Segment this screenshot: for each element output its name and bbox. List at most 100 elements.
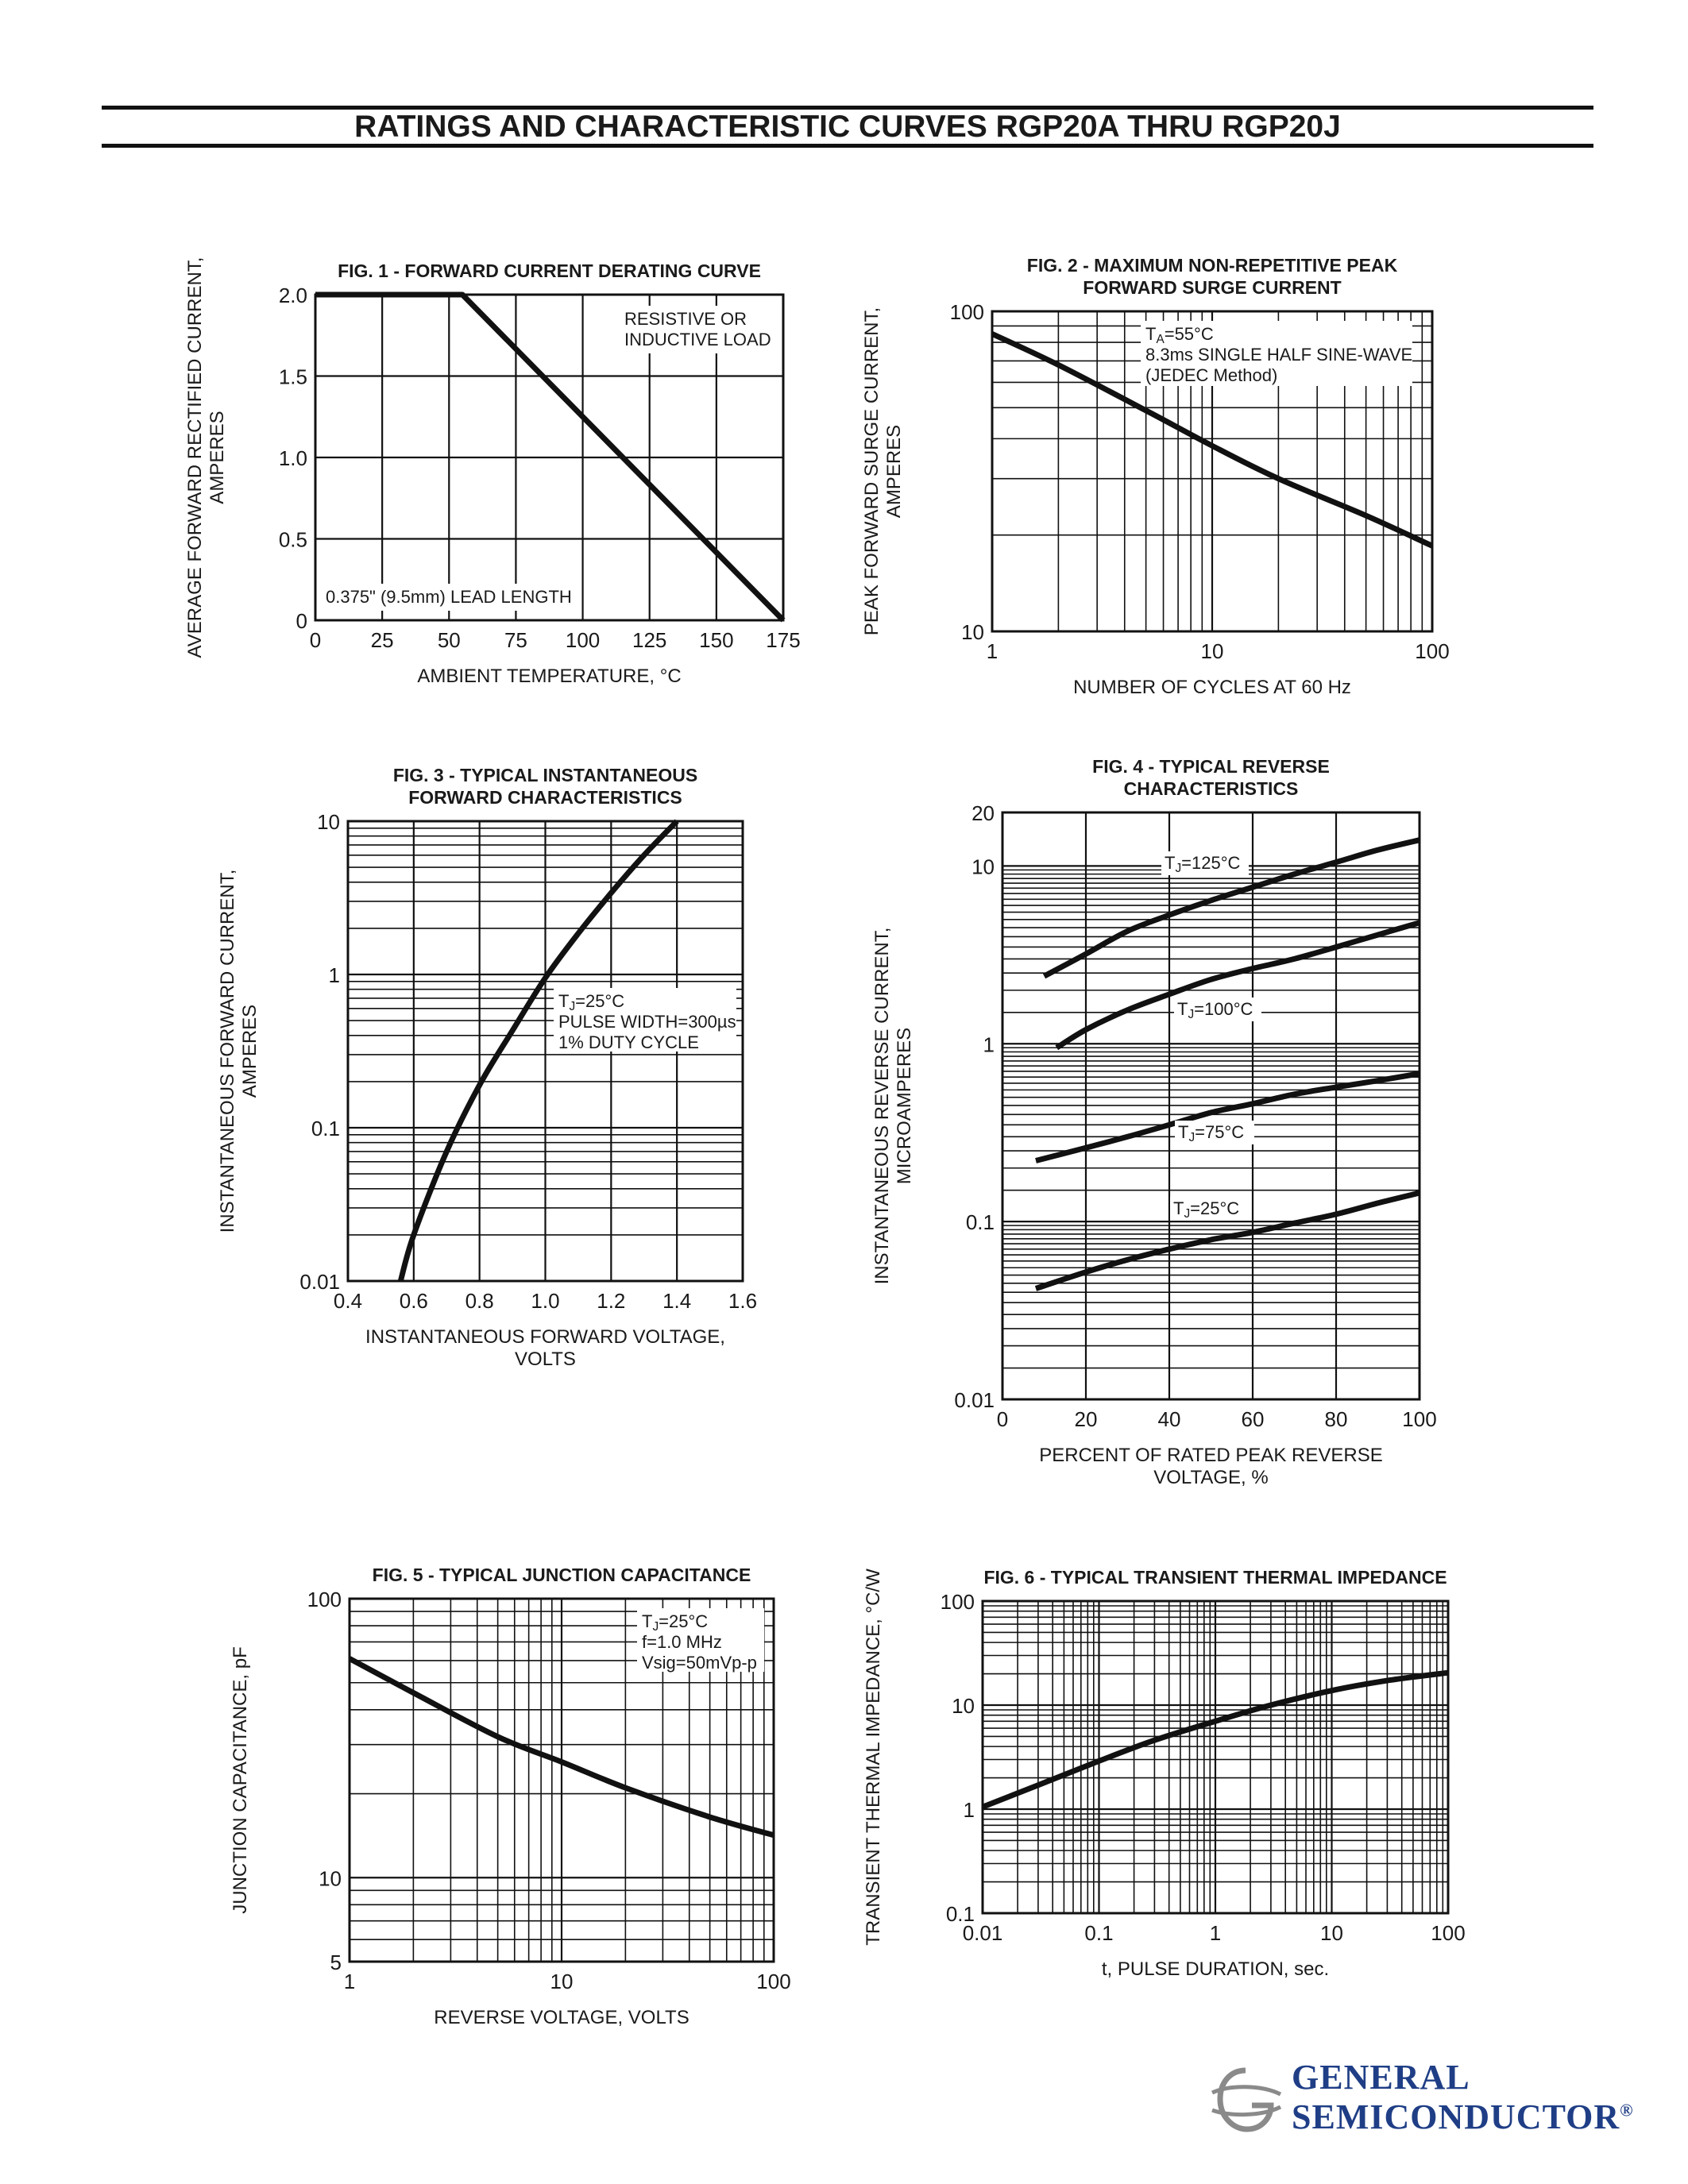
x-tick-label: 0.8 — [465, 1289, 494, 1313]
x-axis-label: REVERSE VOLTAGE, VOLTS — [434, 2007, 689, 2028]
y-tick-label: 1.0 — [279, 446, 307, 470]
x-tick-label: 1 — [344, 1970, 355, 1993]
y-tick-label: 0.01 — [954, 1388, 995, 1412]
chart-title: FIG. 4 - TYPICAL REVERSE — [1092, 756, 1330, 777]
logo-line-general: GENERAL — [1292, 2058, 1470, 2097]
x-tick-label: 50 — [438, 628, 461, 652]
page-title: RATINGS AND CHARACTERISTIC CURVES RGP20A… — [354, 110, 1341, 144]
x-tick-label: 0 — [310, 628, 321, 652]
y-tick-label: 0.5 — [279, 528, 307, 552]
x-tick-label: 10 — [1201, 639, 1224, 663]
plot-frame — [1001, 811, 1421, 1401]
x-tick-label: 80 — [1325, 1407, 1348, 1431]
series-line-fig1 — [315, 291, 786, 623]
x-tick-label: 1.2 — [597, 1289, 625, 1313]
annotation-text: 0.375" (9.5mm) LEAD LENGTH — [326, 587, 572, 607]
x-tick-label: 0 — [997, 1407, 1008, 1431]
series-label: TJ=75°C — [1178, 1122, 1244, 1144]
y-tick-label: 1 — [329, 963, 340, 987]
title-underline — [102, 144, 1593, 148]
x-axis-label: NUMBER OF CYCLES AT 60 Hz — [1073, 677, 1351, 698]
chart-title: FORWARD CHARACTERISTICS — [408, 787, 682, 808]
x-tick-label: 150 — [699, 628, 733, 652]
series-line-fig5 — [348, 1656, 774, 1839]
y-axis-label: MICROAMPERES — [894, 1028, 915, 1184]
plot-frame — [348, 1597, 775, 1963]
series-line-fig3 — [397, 819, 679, 1282]
x-tick-label: 1.4 — [662, 1289, 691, 1313]
series-label: TJ=100°C — [1177, 999, 1253, 1021]
y-tick-label: 100 — [950, 300, 984, 324]
x-tick-label: 0.6 — [400, 1289, 428, 1313]
x-tick-label: 10 — [550, 1970, 574, 1993]
series-line-tj100c — [1055, 920, 1420, 1051]
y-tick-label: 10 — [952, 1694, 975, 1718]
chart-title: FIG. 6 - TYPICAL TRANSIENT THERMAL IMPED… — [983, 1567, 1447, 1588]
y-tick-label: 0 — [296, 609, 307, 633]
annotation-text: f=1.0 MHz — [642, 1632, 722, 1652]
x-tick-label: 25 — [371, 628, 394, 652]
y-tick-label: 2.0 — [279, 284, 307, 307]
chart-fig2: TA=55°C8.3ms SINGLE HALF SINE-WAVE(JEDEC… — [861, 255, 1450, 698]
series-line-fig6 — [981, 1669, 1449, 1810]
series-label: TJ=25°C — [1173, 1198, 1239, 1221]
annotation-background — [1141, 321, 1412, 386]
plot-frame — [991, 310, 1434, 633]
y-tick-label: 1 — [983, 1032, 995, 1056]
y-axis-label: AMPERES — [883, 425, 905, 518]
y-axis-label: TRANSIENT THERMAL IMPEDANCE, °C/W — [863, 1569, 884, 1946]
y-tick-label: 5 — [330, 1951, 342, 1974]
x-tick-label: 75 — [504, 628, 527, 652]
y-tick-label: 0.1 — [966, 1210, 995, 1234]
chart-title: FIG. 2 - MAXIMUM NON-REPETITIVE PEAK — [1027, 255, 1398, 276]
chart-title: CHARACTERISTICS — [1124, 778, 1299, 799]
brand-logo: GENERAL SEMICONDUCTOR® — [1206, 2057, 1633, 2144]
registered-mark: ® — [1620, 2100, 1634, 2120]
x-axis-label: VOLTAGE, % — [1153, 1467, 1268, 1488]
x-axis-label: t, PULSE DURATION, sec. — [1102, 1958, 1329, 1980]
top-rule — [102, 106, 1593, 110]
plot-frame — [346, 820, 744, 1283]
series-label: TJ=125°C — [1165, 853, 1241, 875]
y-axis-label: INSTANTANEOUS REVERSE CURRENT, — [871, 928, 893, 1285]
x-tick-label: 1.6 — [728, 1289, 757, 1313]
chart-title: FIG. 3 - TYPICAL INSTANTANEOUS — [393, 765, 697, 785]
x-tick-label: 60 — [1242, 1407, 1265, 1431]
y-tick-label: 1.5 — [279, 365, 307, 389]
y-axis-label: INSTANTANEOUS FORWARD CURRENT, — [217, 870, 238, 1233]
chart-title: FORWARD SURGE CURRENT — [1083, 277, 1341, 298]
y-tick-label: 10 — [961, 620, 984, 644]
x-tick-label: 100 — [1402, 1407, 1436, 1431]
x-tick-label: 100 — [566, 628, 600, 652]
y-tick-label: 1 — [964, 1798, 975, 1822]
x-tick-label: 0.01 — [963, 1921, 1003, 1945]
x-tick-label: 1 — [987, 639, 998, 663]
x-tick-label: 100 — [1431, 1921, 1465, 1945]
plot-frame — [981, 1599, 1450, 1915]
plot-frame — [314, 293, 785, 622]
annotation-text: 8.3ms SINGLE HALF SINE-WAVE — [1145, 345, 1412, 365]
x-tick-label: 1 — [1210, 1921, 1221, 1945]
annotation-text: (JEDEC Method) — [1145, 365, 1277, 385]
y-tick-label: 10 — [317, 810, 340, 834]
x-tick-label: 0.1 — [1084, 1921, 1113, 1945]
annotation-text: Vsig=50mVp-p — [642, 1653, 757, 1673]
annotation-background — [554, 988, 736, 1051]
x-axis-label: PERCENT OF RATED PEAK REVERSE — [1039, 1445, 1383, 1466]
series-line-tj75c — [1035, 1071, 1420, 1163]
y-axis-label: JUNCTION CAPACITANCE, pF — [230, 1646, 251, 1913]
y-tick-label: 100 — [307, 1588, 342, 1611]
y-tick-label: 100 — [941, 1590, 975, 1614]
y-tick-label: 10 — [971, 855, 995, 878]
x-tick-label: 175 — [766, 628, 800, 652]
chart-fig4: TJ=125°C TJ=100°C TJ=75°C TJ=25°C 0 20 40 60 80 1… — [871, 756, 1437, 1488]
annotation-background — [637, 1608, 764, 1672]
annotation-text: INDUCTIVE LOAD — [624, 330, 771, 349]
y-axis-label: AVERAGE FORWARD RECTIFIED CURRENT, — [184, 257, 206, 658]
x-tick-label: 20 — [1075, 1407, 1098, 1431]
series-line-tj125c — [1042, 837, 1420, 979]
